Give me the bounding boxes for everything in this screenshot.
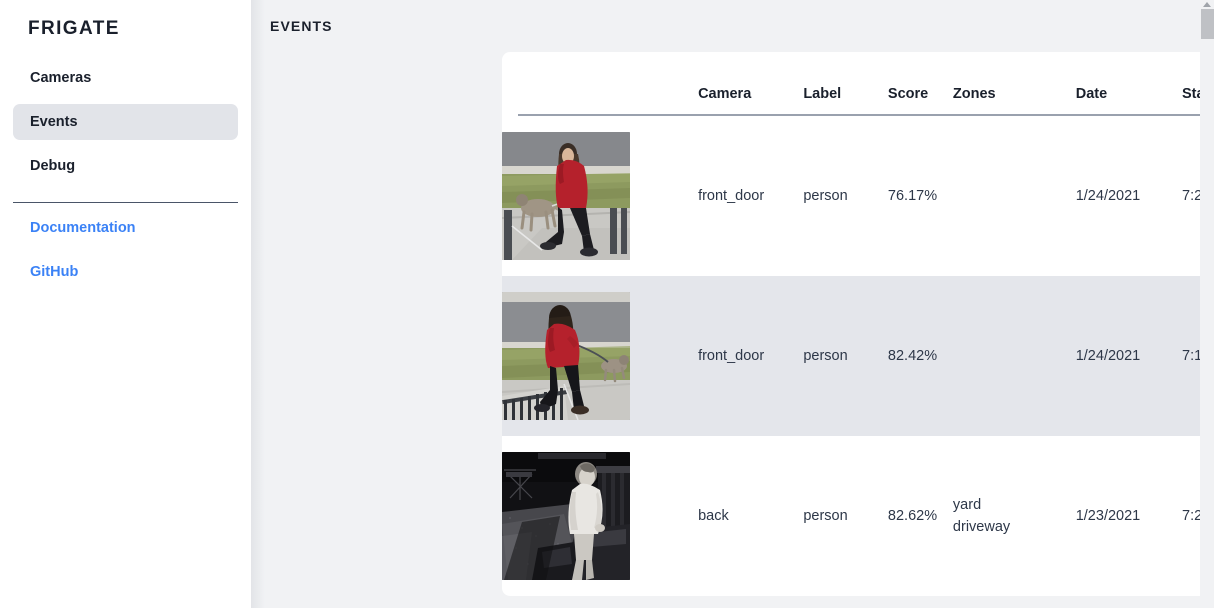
sidebar: FRIGATE Cameras Events Debug Documentati… <box>0 0 251 608</box>
main-content: EVENTS Camera Label Score Zones Date Sta… <box>251 0 1214 608</box>
thumbnail-image <box>502 132 630 260</box>
col-header-camera[interactable]: Camera <box>698 86 752 102</box>
event-camera[interactable]: back <box>698 508 729 524</box>
sidebar-item-cameras[interactable]: Cameras <box>13 60 238 96</box>
events-card: Camera Label Score Zones Date Start End <box>502 52 1214 596</box>
table-header-row: Camera Label Score Zones Date Start End <box>502 52 1214 114</box>
event-label[interactable]: person <box>803 276 888 436</box>
event-label[interactable]: person <box>803 188 848 204</box>
sidebar-link-documentation[interactable]: Documentation <box>13 210 238 246</box>
table-row[interactable]: back person 82.62% yard driveway 1/23/202… <box>502 436 1214 596</box>
col-header-label[interactable]: Label <box>803 86 842 102</box>
events-table: Camera Label Score Zones Date Start End <box>502 52 1214 114</box>
sidebar-item-label: Events <box>30 114 78 130</box>
col-header-zones[interactable]: Zones <box>952 86 996 102</box>
event-date: 1/24/2021 <box>1075 276 1182 436</box>
event-thumbnail-daytime-dogwalker-2[interactable] <box>502 292 630 420</box>
event-thumbnail-cell[interactable] <box>502 436 698 596</box>
col-header-thumbnail <box>502 52 698 114</box>
sidebar-divider <box>13 202 238 203</box>
event-thumbnail-cell[interactable] <box>502 116 698 276</box>
table-header-rule <box>518 114 1214 116</box>
event-camera[interactable]: front_door <box>698 276 804 436</box>
event-date: 1/24/2021 <box>1075 188 1141 204</box>
sidebar-link-label: GitHub <box>30 264 79 280</box>
events-table-body-wrap: front_door person 76.17% 1/24/2021 7:24:… <box>502 116 1214 596</box>
event-thumbnail-cell[interactable] <box>502 276 699 436</box>
event-zones[interactable] <box>952 276 1076 436</box>
event-score: 82.62% <box>887 508 938 524</box>
col-header-date[interactable]: Date <box>1075 86 1108 102</box>
event-label[interactable]: person <box>803 508 848 524</box>
vertical-scrollbar[interactable] <box>1200 0 1214 608</box>
sidebar-item-label: Cameras <box>30 70 92 86</box>
thumbnail-image <box>502 452 630 580</box>
sidebar-link-github[interactable]: GitHub <box>13 254 238 290</box>
event-score: 82.42% <box>887 276 953 436</box>
sidebar-nav-group: Cameras Events Debug <box>0 60 251 184</box>
thumbnail-image <box>502 292 630 420</box>
event-date: 1/23/2021 <box>1075 508 1141 524</box>
event-zones[interactable]: yard driveway <box>953 436 1076 596</box>
events-table-body: front_door person 76.17% 1/24/2021 7:24:… <box>502 116 1214 596</box>
sidebar-links-group: Documentation GitHub <box>0 210 251 290</box>
events-table-head: Camera Label Score Zones Date Start End <box>502 52 1214 114</box>
event-score: 76.17% <box>887 188 938 204</box>
table-row[interactable]: front_door person 82.42% 1/24/2021 7:19:… <box>502 276 1214 436</box>
event-camera[interactable]: front_door <box>698 188 765 204</box>
page-title: EVENTS <box>270 18 333 34</box>
sidebar-item-debug[interactable]: Debug <box>13 148 238 184</box>
sidebar-link-label: Documentation <box>30 220 136 236</box>
app-brand-title: FRIGATE <box>28 18 120 39</box>
col-header-score[interactable]: Score <box>887 86 929 102</box>
event-zone[interactable]: yard <box>952 496 982 513</box>
sidebar-item-events[interactable]: Events <box>13 104 238 140</box>
event-thumbnail-daytime-dogwalker[interactable] <box>502 132 630 260</box>
table-row[interactable]: front_door person 76.17% 1/24/2021 7:24:… <box>502 116 1214 276</box>
event-thumbnail-night-infrared[interactable] <box>502 452 630 580</box>
triangle-up-icon[interactable] <box>1203 2 1211 7</box>
event-zones[interactable] <box>953 116 1076 276</box>
scroll-thumb[interactable] <box>1201 9 1214 39</box>
event-zone[interactable]: driveway <box>952 519 1011 535</box>
sidebar-item-label: Debug <box>30 158 76 174</box>
